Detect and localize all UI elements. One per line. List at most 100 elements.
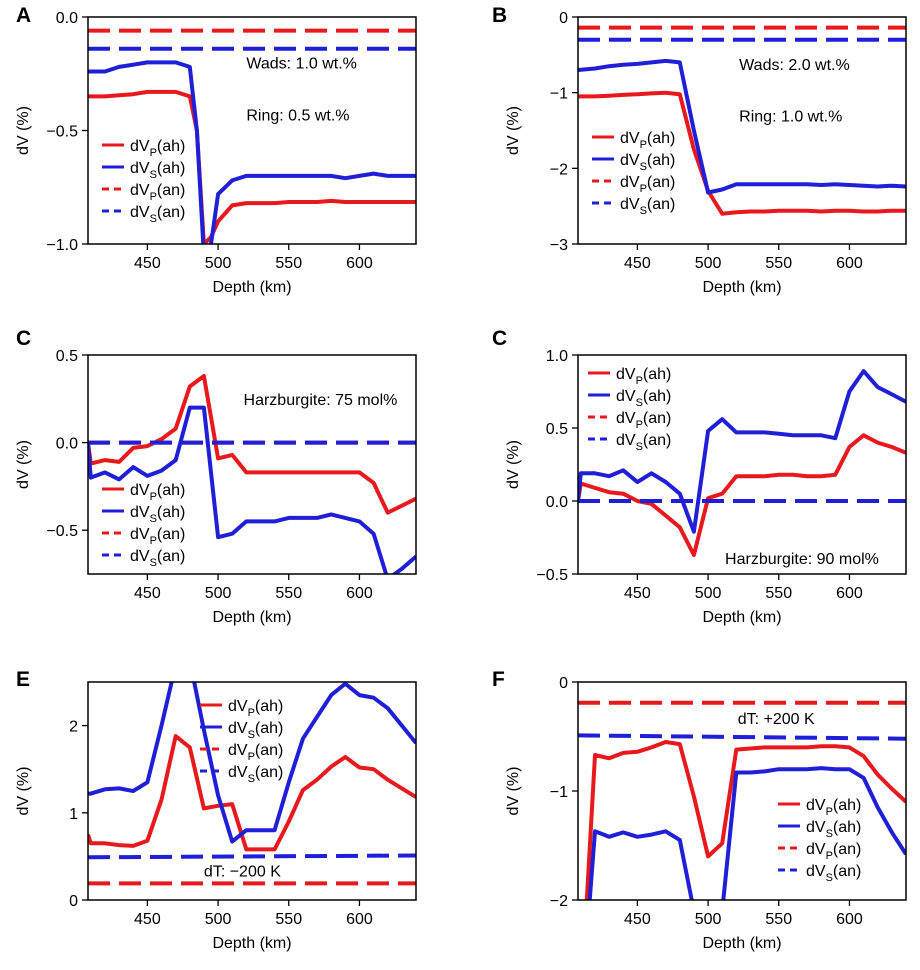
- panel-5: E 450 500 550 600 0 1 2 Depth (km) dV (%) dT: −200…: [15, 668, 417, 952]
- y-tick-label: −1: [550, 86, 568, 103]
- legend-entry-label: dVS(an): [616, 432, 671, 453]
- y-tick-label: 1.0: [546, 348, 568, 365]
- legend-text-prefix: dV: [806, 797, 826, 814]
- legend-text-subscript: P: [150, 491, 157, 503]
- plot-frame: [87, 354, 417, 575]
- y-tick-label: −1.0: [46, 237, 78, 254]
- x-tick-label: 550: [275, 255, 302, 272]
- legend-text-suffix: (ah): [157, 138, 185, 155]
- legend-text-subscript: S: [636, 397, 643, 409]
- legend-entry-label: dVP(an): [130, 526, 185, 547]
- x-tick-label: 500: [205, 585, 232, 602]
- solid-series-line-2: [88, 682, 416, 844]
- y-axis-title: dV (%): [15, 440, 32, 489]
- legend-text-subscript: S: [826, 872, 833, 884]
- legend-entry-label: dVS(ah): [130, 504, 185, 525]
- y-tick-label: −2: [550, 161, 568, 178]
- legend-text-subscript: S: [636, 441, 643, 453]
- x-axis-title: Depth (km): [212, 279, 291, 296]
- dashed-series-line-4: [578, 733, 906, 741]
- x-axis-title: Depth (km): [212, 935, 291, 952]
- legend-text-suffix: (an): [647, 174, 675, 191]
- y-axis-title: dV (%): [505, 767, 522, 816]
- dashed-series-line-4: [88, 853, 416, 860]
- legend-text-subscript: P: [826, 850, 833, 862]
- legend-text-subscript: P: [636, 375, 643, 387]
- legend-text-prefix: dV: [130, 504, 150, 521]
- legend-entry-label: dVP(ah): [620, 130, 675, 151]
- legend-text-subscript: P: [636, 419, 643, 431]
- legend-entry-label: dVS(an): [228, 764, 283, 785]
- y-tick-label: −2: [550, 893, 568, 910]
- solid-series-line-2: [578, 369, 906, 534]
- y-tick-label: 0: [559, 10, 568, 27]
- plot-area: [578, 369, 906, 557]
- x-tick-label: 550: [765, 255, 792, 272]
- legend-entry-label: dVP(an): [620, 174, 675, 195]
- plot-frame: [577, 354, 907, 575]
- x-axis-title: Depth (km): [702, 609, 781, 626]
- x-tick-label: 450: [624, 255, 651, 272]
- legend-text-prefix: dV: [806, 819, 826, 836]
- x-tick-label: 550: [275, 911, 302, 928]
- panel-3: C 450 500 550 600 −0.5 0.0 0.5 Depth (km) dV (%) H…: [15, 327, 417, 626]
- legend-text-prefix: dV: [228, 764, 248, 781]
- y-tick-label: 0: [69, 893, 78, 910]
- legend-text-prefix: dV: [616, 366, 636, 383]
- legend-text-suffix: (an): [157, 548, 185, 565]
- legend-text-suffix: (ah): [255, 698, 283, 715]
- legend-text-prefix: dV: [620, 174, 640, 191]
- legend-text-prefix: dV: [130, 526, 150, 543]
- plot-area: [578, 25, 906, 216]
- plot-frame: [87, 681, 417, 901]
- panel-label: C: [492, 327, 507, 350]
- legend-text-suffix: (ah): [833, 819, 861, 836]
- solid-series-line-1: [88, 374, 416, 515]
- x-tick-label: 450: [134, 911, 161, 928]
- annotation-text: dT: +200 K: [738, 711, 815, 728]
- legend-text-subscript: S: [248, 773, 255, 785]
- legend-text-subscript: S: [640, 161, 647, 173]
- y-axis-title: dV (%): [15, 106, 32, 155]
- solid-series-line-1: [88, 734, 416, 852]
- legend-text-subscript: P: [248, 751, 255, 763]
- panel-label: C: [16, 327, 31, 350]
- legend-text-subscript: S: [248, 729, 255, 741]
- legend-text-prefix: dV: [620, 130, 640, 147]
- legend: dVP(ah)dVS(ah)dVP(an)dVS(an): [588, 366, 671, 453]
- legend-entry-label: dVP(an): [130, 182, 185, 203]
- x-tick-label: 500: [695, 911, 722, 928]
- x-tick-label: 500: [695, 255, 722, 272]
- y-tick-label: −1: [550, 784, 568, 801]
- legend-entry-label: dVP(an): [228, 742, 283, 763]
- legend-text-subscript: P: [640, 139, 647, 151]
- x-tick-label: 550: [275, 585, 302, 602]
- legend-text-subscript: P: [150, 191, 157, 203]
- panel-4: C 450 500 550 600 −0.5 0.0 0.5 1.0 Depth (km) dV (…: [492, 327, 907, 626]
- legend-text-subscript: S: [150, 557, 157, 569]
- legend-entry-label: dVP(ah): [228, 698, 283, 719]
- solid-series-line-2: [578, 58, 906, 195]
- legend-text-subscript: S: [640, 205, 647, 217]
- legend-entry-label: dVS(ah): [620, 152, 675, 173]
- x-tick-label: 550: [765, 911, 792, 928]
- y-tick-label: 0.5: [56, 348, 78, 365]
- y-tick-label: −0.5: [46, 124, 78, 141]
- x-axis-title: Depth (km): [212, 609, 291, 626]
- legend-text-suffix: (ah): [157, 160, 185, 177]
- legend-entry-label: dVS(an): [130, 204, 185, 225]
- legend-entry-label: dVS(ah): [130, 160, 185, 181]
- legend-text-suffix: (an): [647, 196, 675, 213]
- legend-text-suffix: (an): [833, 841, 861, 858]
- y-axis-title: dV (%): [15, 767, 32, 816]
- y-axis-title: dV (%): [505, 440, 522, 489]
- legend-entry-label: dVP(ah): [130, 482, 185, 503]
- annotation-text: Wads: 1.0 wt.%: [246, 55, 357, 72]
- annotation-text: Harzburgite: 75 mol%: [244, 392, 398, 409]
- x-tick-label: 450: [134, 585, 161, 602]
- legend-entry-label: dVS(ah): [616, 388, 671, 409]
- x-tick-label: 450: [134, 255, 161, 272]
- legend-entry-label: dVP(an): [616, 410, 671, 431]
- legend-text-suffix: (an): [643, 410, 671, 427]
- x-tick-label: 550: [765, 585, 792, 602]
